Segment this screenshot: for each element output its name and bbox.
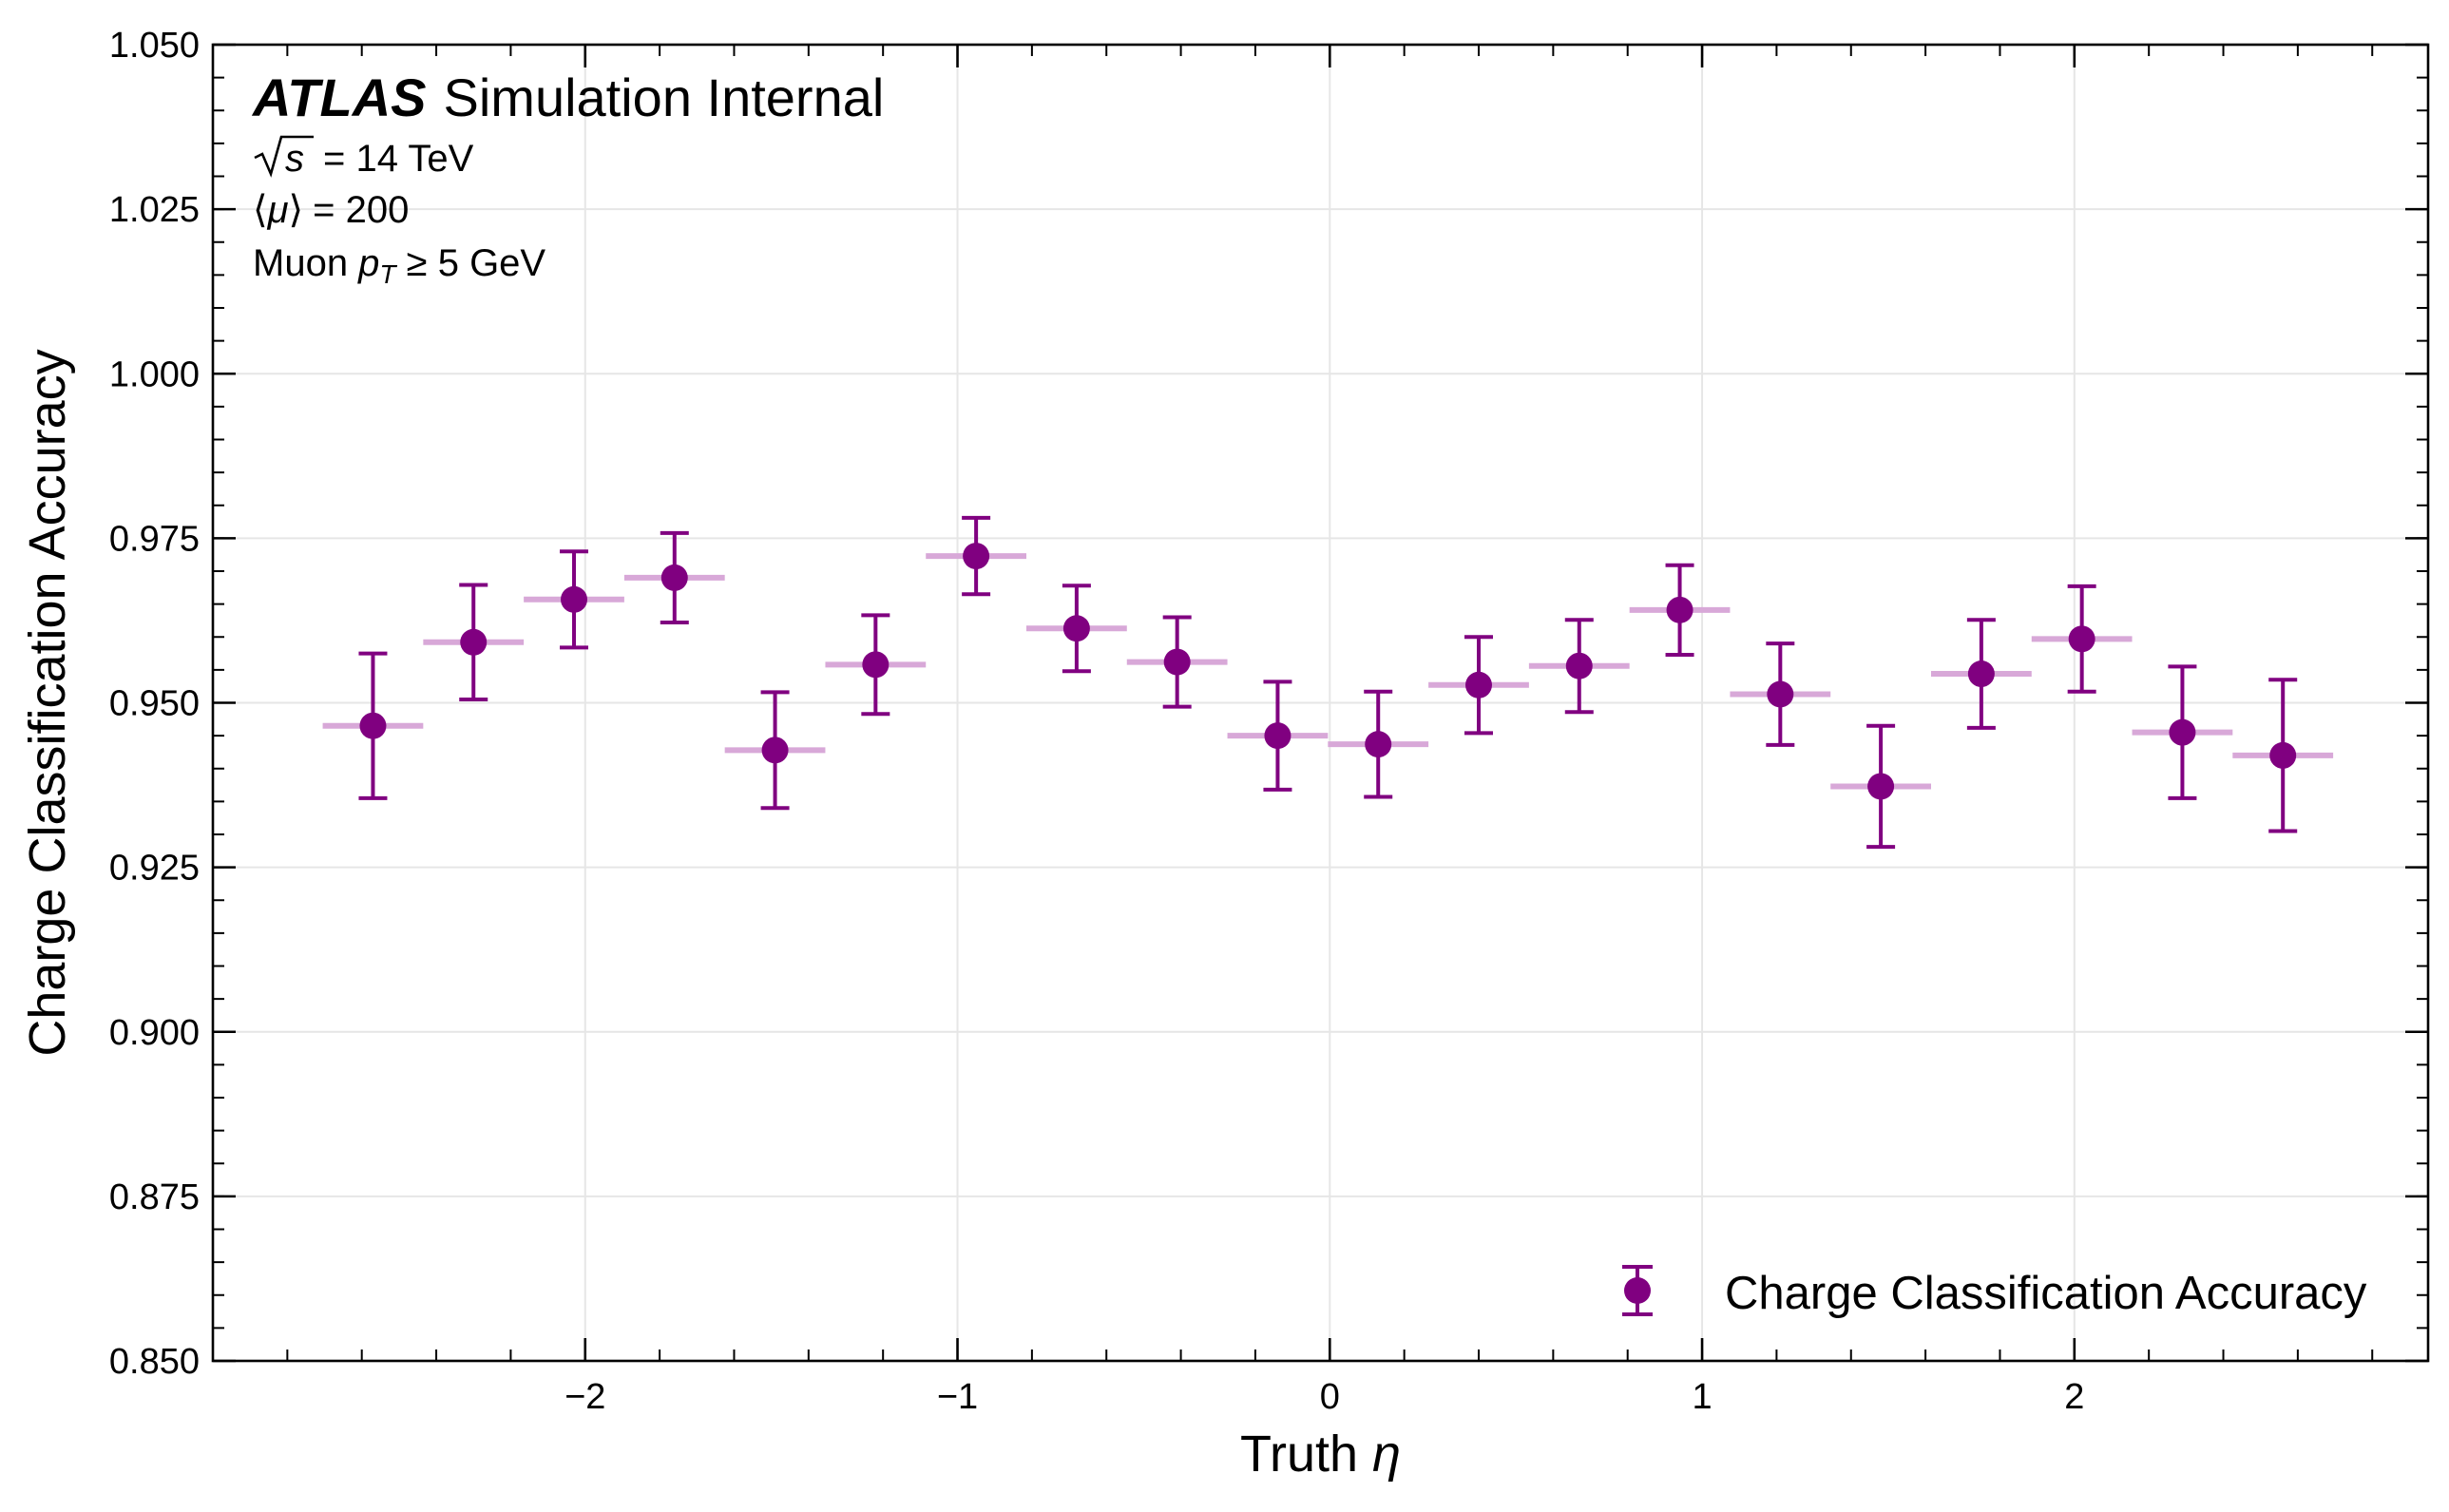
data-point [861,613,890,717]
bin-bars [322,553,2334,790]
y-tick-label: 0.850 [109,1342,200,1382]
point-marker [2068,625,2095,653]
data-point [1464,635,1493,736]
data-point [1866,723,1896,850]
point-marker [460,628,488,656]
x-tick-label: −2 [564,1377,605,1417]
data-point [1665,563,1694,657]
legend-label: Charge Classification Accuracy [1725,1268,2367,1319]
point-marker [359,712,387,739]
atlas-experiment: ATLAS [251,67,427,127]
sqrt-sign-icon [254,135,314,178]
grid-lines [213,44,2428,1362]
data-point [2268,678,2298,833]
point-marker [1867,773,1895,800]
data-point [660,530,689,625]
data-point [760,690,790,811]
data-point [1966,618,1996,730]
point-marker [1163,648,1191,676]
point-marker [761,737,789,764]
point-marker [1767,680,1794,708]
data-point [2168,664,2197,800]
point-marker [1565,652,1593,679]
pt-cut-sub: T [379,259,397,289]
data-point [560,549,589,650]
legend: Charge Classification Accuracy [1622,1265,2367,1319]
data-point [1162,615,1192,709]
y-tick-label: 0.875 [109,1177,200,1217]
pileup-value: = 200 [313,189,409,231]
point-marker [660,564,688,591]
pt-cut-label: Muon pT ≥ 5 GeV [253,242,545,289]
data-point [1766,641,1795,747]
atlas-status: Simulation Internal [444,67,885,127]
point-marker [1465,671,1492,699]
pileup-mu: μ [267,189,289,231]
x-tick-label: 0 [1320,1377,1340,1417]
data-point [2067,584,2096,694]
axis-ticks [212,43,2428,1363]
y-tick-label: 1.025 [109,190,200,230]
point-marker [2169,718,2196,746]
point-marker [1264,722,1291,750]
x-axis-label-eta: η [1372,1426,1401,1483]
y-tick-label: 0.900 [109,1013,200,1053]
point-marker [862,651,890,679]
plot-frame [211,43,2430,1363]
data-point [358,651,388,800]
pileup-label: ⟨μ⟩ = 200 [253,189,409,231]
y-tick-label: 1.000 [109,354,200,394]
atlas-label-block: ATLAS Simulation Internal s = 14 TeV ⟨μ⟩ =… [251,67,884,289]
point-marker [1365,731,1392,758]
legend-marker-icon [1622,1265,1653,1316]
data-point [1564,618,1594,715]
tick-labels: 0.850 0.875 0.900 0.925 0.950 0.975 1.000 1.025… [109,26,2084,1417]
point-marker [1062,615,1090,642]
pileup-close: ⟩ [289,189,304,231]
x-tick-label: 1 [1692,1377,1712,1417]
data-point [962,515,991,597]
sqrt-s-label: s = 14 TeV [254,135,474,180]
point-marker [1666,596,1693,623]
pt-cut-prefix: Muon [253,242,358,284]
x-axis-label-text: Truth [1240,1426,1372,1483]
atlas-label: ATLAS Simulation Internal [251,67,884,127]
sqrt-s-value: = 14 TeV [323,138,474,180]
x-axis-label: Truth η [1240,1426,1401,1483]
point-marker [963,543,990,570]
y-tick-label: 0.975 [109,519,200,559]
data-point [1062,584,1091,674]
data-points [358,515,2298,850]
data-point [459,583,488,702]
pt-cut-value: ≥ 5 GeV [396,242,546,284]
pt-cut-var: p [357,242,379,284]
sqrt-s-symbol: s [285,138,304,180]
point-marker [1967,660,1995,688]
pileup-open: ⟨ [253,189,268,231]
x-tick-label: 2 [2064,1377,2084,1417]
y-tick-label: 0.950 [109,684,200,724]
data-point [1364,689,1393,799]
point-marker [561,585,588,613]
data-point [1263,679,1292,792]
point-marker [2269,741,2297,769]
y-tick-label: 1.050 [109,26,200,66]
y-tick-label: 0.925 [109,849,200,889]
y-axis-label: Charge Classification Accuracy [19,349,76,1056]
x-tick-label: −1 [937,1377,978,1417]
